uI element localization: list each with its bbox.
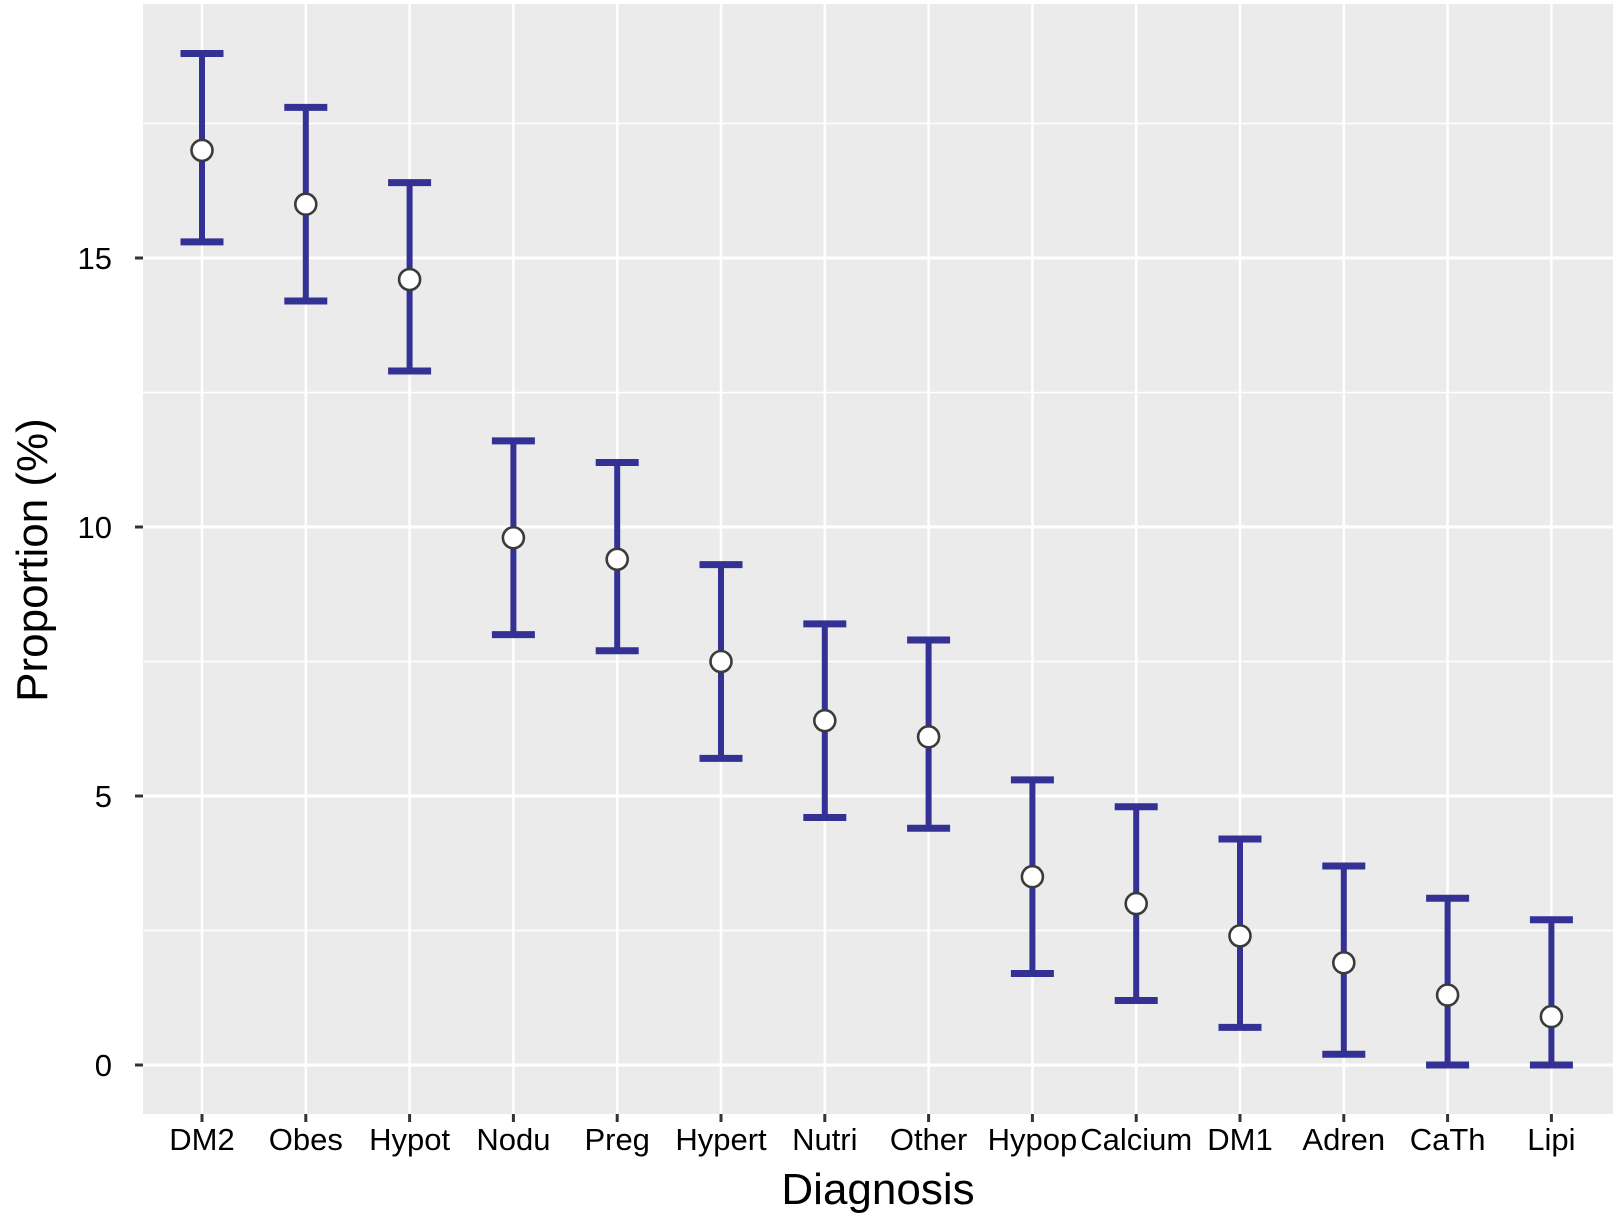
panel-background [143,4,1613,1114]
x-tick-label-Lipi: Lipi [1527,1122,1576,1157]
y-tick-label-15: 15 [77,241,112,276]
x-tick-label-DM1: DM1 [1207,1122,1273,1157]
x-tick-label-Adren: Adren [1302,1122,1386,1157]
point-DM2 [190,138,214,163]
point-CaTh [1435,983,1460,1007]
x-tick-label-Nodu: Nodu [476,1122,551,1157]
y-tick-label-5: 5 [94,779,112,814]
point-Lipi [1539,1004,1564,1029]
x-tick-label-Hypert: Hypert [675,1122,767,1157]
y-tick-label-10: 10 [77,510,112,545]
x-tick-label-DM2: DM2 [169,1122,235,1157]
point-Nutri [812,708,837,733]
x-tick-label-Obes: Obes [268,1122,343,1157]
point-Hypot [397,267,422,292]
y-axis-title: Proportion (%) [8,418,57,702]
point-Other [916,725,941,749]
point-Hypop [1020,864,1045,889]
x-axis-title: Diagnosis [781,1165,975,1214]
point-DM1 [1228,924,1252,948]
y-tick-label-0: 0 [94,1048,112,1083]
x-tick-label-Preg: Preg [584,1122,650,1157]
x-tick-label-Hypop: Hypop [987,1122,1078,1157]
x-tick-label-CaTh: CaTh [1409,1122,1486,1157]
x-tick-label-Hypot: Hypot [369,1122,451,1157]
point-Nodu [501,525,526,550]
x-tick-label-Other: Other [889,1122,968,1157]
x-tick-label-Calcium: Calcium [1080,1122,1193,1157]
point-Adren [1332,950,1356,975]
point-Obes [293,192,318,216]
point-Calcium [1124,891,1148,916]
point-Hypert [709,649,733,674]
x-tick-label-Nutri: Nutri [792,1122,858,1157]
point-Preg [605,547,630,572]
